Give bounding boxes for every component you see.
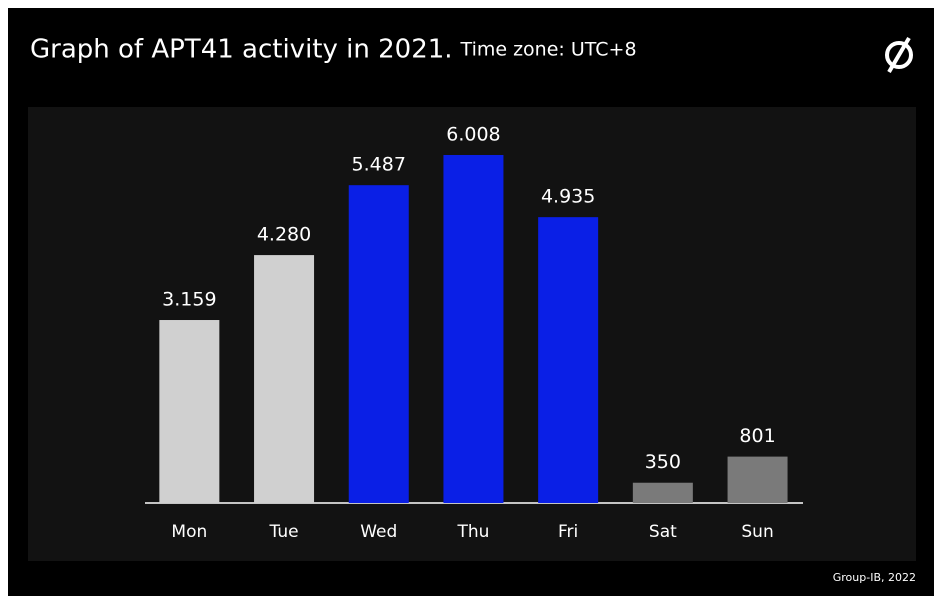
value-label: 6.008 xyxy=(446,124,500,146)
bar xyxy=(538,217,599,504)
x-tick-label: Mon xyxy=(171,522,207,542)
source: Group-IB, 2022 xyxy=(833,571,916,584)
value-label: 4.935 xyxy=(541,186,595,208)
bar xyxy=(254,255,315,503)
value-label: 3.159 xyxy=(162,289,216,311)
x-tick-label: Sat xyxy=(649,522,677,542)
bar xyxy=(632,482,693,503)
bar xyxy=(727,456,788,503)
x-tick-label: Wed xyxy=(360,522,397,542)
x-tick-label: Tue xyxy=(269,522,299,542)
x-tick-label: Fri xyxy=(558,522,578,542)
logo xyxy=(885,36,913,74)
x-tick-label: Sun xyxy=(741,522,773,542)
chart-subtitle: Time zone: UTC+8 xyxy=(460,39,637,61)
chart-title: Graph of APT41 activity in 2021. xyxy=(30,35,453,65)
bar xyxy=(159,320,220,503)
value-label: 4.280 xyxy=(257,224,311,246)
value-label: 801 xyxy=(739,425,775,447)
value-label: 350 xyxy=(645,451,681,473)
bar xyxy=(348,185,409,503)
value-label: 5.487 xyxy=(352,154,406,176)
bar xyxy=(443,155,504,503)
x-tick-label: Thu xyxy=(456,522,489,542)
